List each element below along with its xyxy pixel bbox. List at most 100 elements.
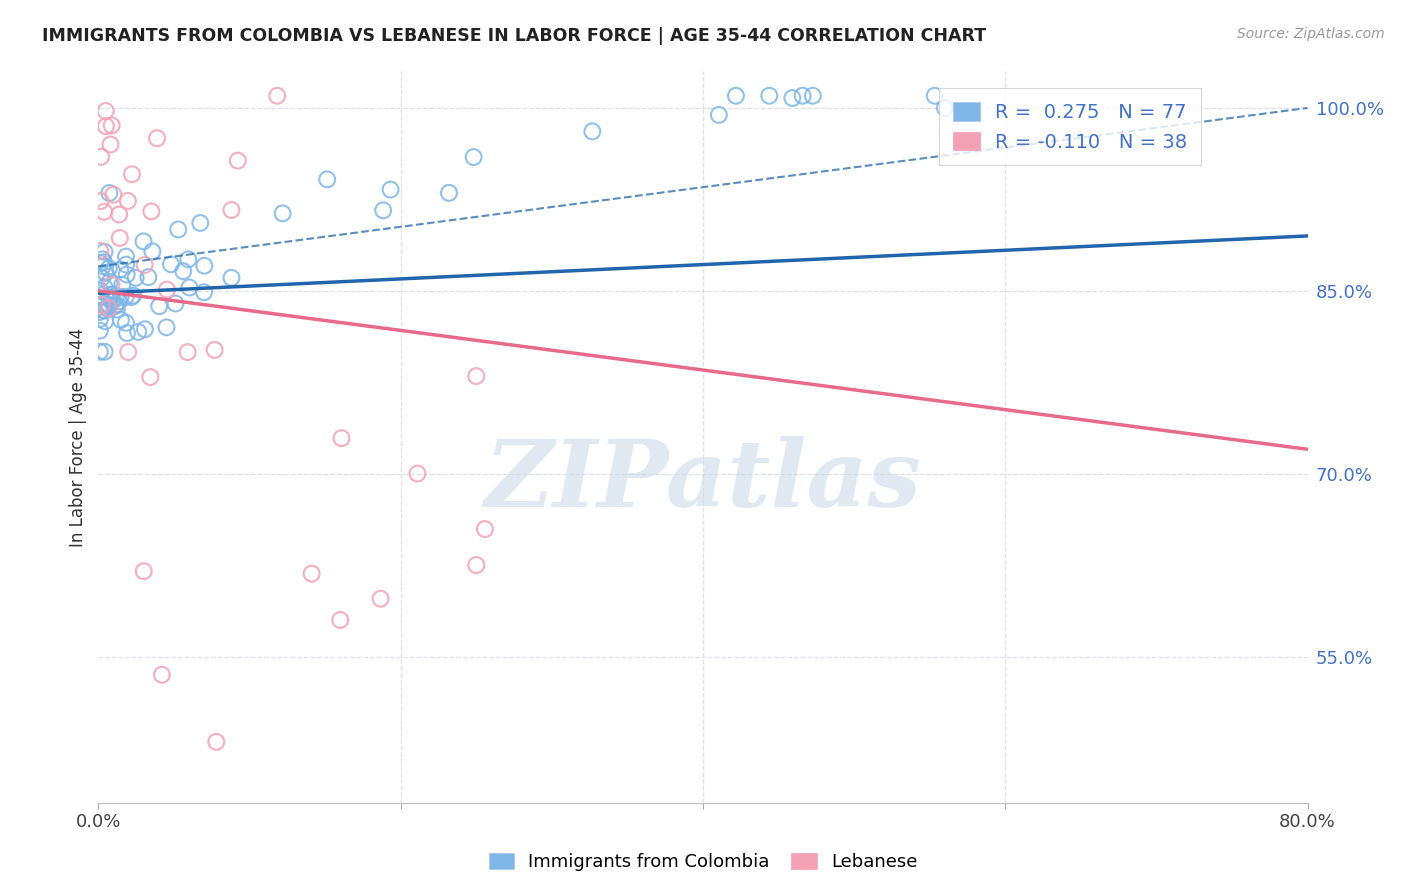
Point — [97, 301, 120, 315]
Point — [94, 266, 117, 280]
Point — [934, 101, 956, 115]
Point — [93, 204, 115, 219]
Point — [165, 296, 187, 310]
Point — [93, 296, 115, 310]
Point — [104, 298, 127, 312]
Point — [134, 258, 156, 272]
Point — [316, 172, 339, 186]
Point — [97, 261, 120, 276]
Point — [108, 207, 131, 221]
Point — [204, 343, 226, 357]
Text: Source: ZipAtlas.com: Source: ZipAtlas.com — [1237, 27, 1385, 41]
Point — [111, 277, 134, 292]
Point — [193, 285, 215, 300]
Point — [89, 305, 111, 319]
Text: ZIPatlas: ZIPatlas — [485, 436, 921, 526]
Point — [330, 431, 353, 445]
Point — [121, 167, 143, 181]
Point — [117, 194, 139, 208]
Point — [89, 284, 111, 298]
Point — [707, 108, 730, 122]
Point — [90, 150, 112, 164]
Point — [167, 222, 190, 236]
Point — [110, 290, 132, 304]
Point — [115, 326, 138, 340]
Point — [90, 194, 112, 208]
Point — [301, 566, 323, 581]
Point — [93, 303, 115, 318]
Point — [465, 558, 488, 573]
Point — [124, 270, 146, 285]
Point — [127, 325, 149, 339]
Point — [221, 202, 243, 217]
Point — [373, 203, 395, 218]
Point — [110, 313, 132, 327]
Point — [89, 312, 111, 326]
Point — [93, 244, 115, 259]
Point — [93, 255, 115, 269]
Point — [205, 735, 228, 749]
Point — [115, 250, 138, 264]
Text: IMMIGRANTS FROM COLOMBIA VS LEBANESE IN LABOR FORCE | AGE 35-44 CORRELATION CHAR: IMMIGRANTS FROM COLOMBIA VS LEBANESE IN … — [42, 27, 986, 45]
Point — [93, 280, 115, 294]
Point — [782, 91, 804, 105]
Point — [100, 277, 122, 292]
Point — [105, 302, 128, 317]
Point — [139, 370, 162, 384]
Point — [90, 288, 112, 302]
Legend: Immigrants from Colombia, Lebanese: Immigrants from Colombia, Lebanese — [481, 846, 925, 879]
Point — [98, 275, 121, 289]
Point — [148, 299, 170, 313]
Point — [89, 244, 111, 258]
Point — [463, 150, 485, 164]
Point — [90, 271, 112, 285]
Point — [114, 290, 136, 304]
Point — [465, 369, 488, 384]
Point — [101, 287, 124, 301]
Point — [96, 301, 118, 316]
Point — [380, 183, 402, 197]
Point — [110, 262, 132, 277]
Point — [115, 268, 138, 282]
Point — [94, 303, 117, 318]
Point — [155, 320, 177, 334]
Point — [90, 298, 112, 312]
Point — [104, 299, 127, 313]
Point — [370, 591, 392, 606]
Point — [122, 288, 145, 302]
Point — [91, 259, 114, 273]
Point — [792, 88, 814, 103]
Point — [406, 467, 429, 481]
Point — [89, 256, 111, 270]
Point — [271, 206, 294, 220]
Point — [177, 252, 200, 267]
Point — [89, 324, 111, 338]
Point — [94, 120, 117, 134]
Point — [89, 344, 111, 359]
Point — [179, 280, 201, 294]
Point — [115, 258, 138, 272]
Point — [160, 257, 183, 271]
Point — [924, 88, 946, 103]
Point — [132, 564, 155, 578]
Point — [172, 264, 194, 278]
Point — [176, 345, 198, 359]
Point — [94, 314, 117, 328]
Point — [266, 88, 288, 103]
Point — [103, 187, 125, 202]
Point — [108, 294, 131, 309]
Y-axis label: In Labor Force | Age 35-44: In Labor Force | Age 35-44 — [69, 327, 87, 547]
Point — [581, 124, 603, 138]
Legend: R =  0.275   N = 77, R = -0.110   N = 38: R = 0.275 N = 77, R = -0.110 N = 38 — [939, 88, 1201, 165]
Point — [108, 231, 131, 245]
Point — [132, 235, 155, 249]
Point — [100, 137, 122, 152]
Point — [98, 298, 121, 312]
Point — [329, 613, 352, 627]
Point — [156, 283, 179, 297]
Point — [138, 270, 160, 285]
Point — [98, 186, 121, 200]
Point — [226, 153, 249, 168]
Point — [120, 290, 142, 304]
Point — [115, 316, 138, 330]
